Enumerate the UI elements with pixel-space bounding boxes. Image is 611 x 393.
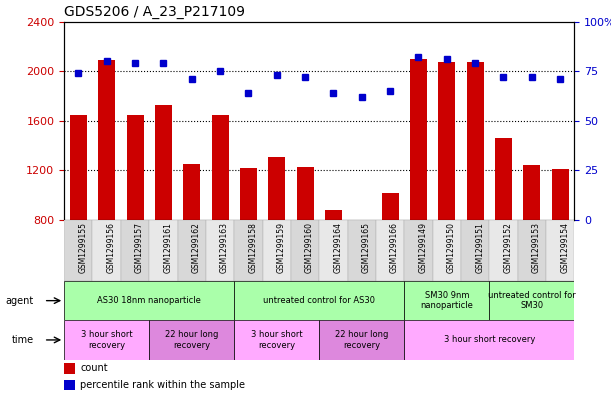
Bar	[489, 220, 518, 281]
Text: time: time	[12, 335, 34, 345]
Text: 3 hour short recovery: 3 hour short recovery	[444, 336, 535, 344]
Bar	[64, 281, 234, 320]
Text: agent: agent	[5, 296, 34, 306]
Text: GSM1299152: GSM1299152	[503, 222, 513, 273]
Text: GSM1299153: GSM1299153	[532, 222, 541, 273]
Bar	[206, 220, 234, 281]
Bar	[234, 320, 319, 360]
Bar	[64, 220, 92, 281]
Bar	[404, 320, 574, 360]
Text: SM30 9nm
nanoparticle: SM30 9nm nanoparticle	[420, 291, 474, 310]
Text: GSM1299154: GSM1299154	[560, 222, 569, 273]
Bar	[64, 363, 75, 374]
Bar	[121, 220, 149, 281]
Text: GSM1299166: GSM1299166	[390, 222, 399, 273]
Text: untreated control for
SM30: untreated control for SM30	[488, 291, 576, 310]
Bar	[234, 220, 263, 281]
Bar	[404, 281, 489, 320]
Bar	[240, 168, 257, 320]
Text: count: count	[81, 363, 108, 373]
Bar	[155, 105, 172, 320]
Text: GSM1299157: GSM1299157	[135, 222, 144, 273]
Bar	[149, 220, 178, 281]
Bar	[149, 320, 234, 360]
Text: 22 hour long
recovery: 22 hour long recovery	[335, 330, 389, 350]
Text: GSM1299160: GSM1299160	[305, 222, 314, 273]
Text: 22 hour long
recovery: 22 hour long recovery	[165, 330, 218, 350]
Bar	[183, 163, 200, 320]
Text: GSM1299162: GSM1299162	[192, 222, 200, 273]
Bar	[523, 165, 540, 320]
Text: percentile rank within the sample: percentile rank within the sample	[81, 380, 246, 390]
Bar	[495, 138, 512, 320]
Text: GSM1299161: GSM1299161	[163, 222, 172, 273]
Text: GSM1299155: GSM1299155	[78, 222, 87, 273]
Bar	[382, 193, 398, 320]
Bar	[64, 320, 149, 360]
Bar	[319, 220, 348, 281]
Bar	[348, 220, 376, 281]
Text: GSM1299165: GSM1299165	[362, 222, 371, 273]
Bar	[518, 220, 546, 281]
Bar	[410, 59, 427, 320]
Text: GSM1299158: GSM1299158	[249, 222, 257, 273]
Bar	[325, 210, 342, 320]
Text: GSM1299151: GSM1299151	[475, 222, 484, 273]
Text: 3 hour short
recovery: 3 hour short recovery	[81, 330, 133, 350]
Bar	[268, 157, 285, 320]
Bar	[98, 60, 115, 320]
Bar	[92, 220, 121, 281]
Bar	[296, 167, 313, 320]
Bar	[467, 62, 484, 320]
Bar	[552, 169, 569, 320]
Bar	[263, 220, 291, 281]
Text: GSM1299159: GSM1299159	[277, 222, 286, 273]
Bar	[404, 220, 433, 281]
Bar	[64, 380, 75, 390]
Text: GSM1299164: GSM1299164	[334, 222, 342, 273]
Bar	[461, 220, 489, 281]
Bar	[319, 320, 404, 360]
Bar	[291, 220, 319, 281]
Bar	[353, 221, 370, 320]
Bar	[70, 115, 87, 320]
Text: GSM1299156: GSM1299156	[107, 222, 115, 273]
Text: GSM1299163: GSM1299163	[220, 222, 229, 273]
Bar	[376, 220, 404, 281]
Bar	[211, 115, 229, 320]
Text: GSM1299149: GSM1299149	[419, 222, 428, 273]
Text: GDS5206 / A_23_P217109: GDS5206 / A_23_P217109	[64, 5, 245, 19]
Text: 3 hour short
recovery: 3 hour short recovery	[251, 330, 302, 350]
Bar	[546, 220, 574, 281]
Bar	[234, 281, 404, 320]
Text: GSM1299150: GSM1299150	[447, 222, 456, 273]
Bar	[178, 220, 206, 281]
Text: AS30 18nm nanoparticle: AS30 18nm nanoparticle	[97, 296, 201, 305]
Bar	[438, 62, 455, 320]
Bar	[126, 115, 144, 320]
Text: untreated control for AS30: untreated control for AS30	[263, 296, 375, 305]
Bar	[489, 281, 574, 320]
Bar	[433, 220, 461, 281]
